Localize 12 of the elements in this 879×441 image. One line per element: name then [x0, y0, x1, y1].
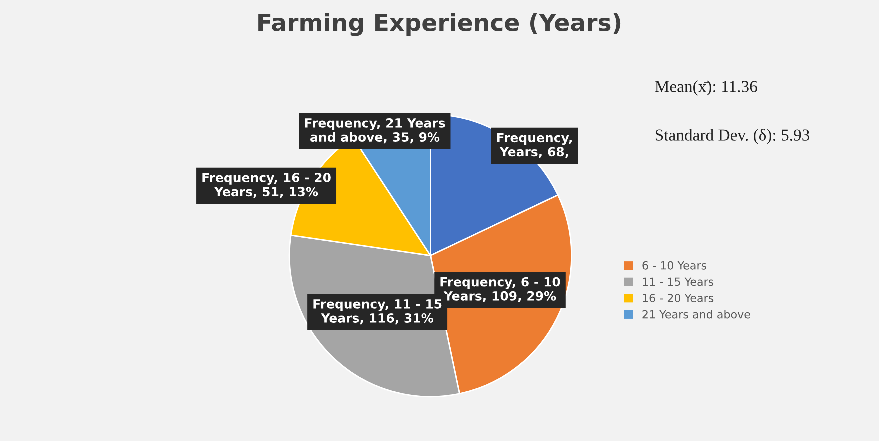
text: Mean(x̄): 11.36	[655, 80, 758, 96]
legend-label: 21 Years and above	[642, 310, 750, 319]
text: Standard Dev. (δ): 5.93	[656, 129, 810, 144]
legend-label: 11 - 15 Years	[643, 278, 714, 286]
data-label: Frequency, 11 - 15 Years, 116, 31%	[314, 300, 442, 325]
data-label: Frequency, 16 - 20 Years, 51, 13%	[202, 173, 331, 198]
legend-label: 16 - 20 Years	[643, 294, 714, 302]
data-label: Frequency, 21 Years and above, 35, 9%	[305, 118, 446, 144]
data-label: Frequency, Years, 68,	[497, 133, 572, 158]
data-label: Frequency, 6 - 10 Years, 109, 29%	[440, 277, 560, 302]
legend-label: 6 - 10 Years	[642, 261, 707, 270]
chart-title: Farming Experience (Years)	[258, 13, 621, 36]
